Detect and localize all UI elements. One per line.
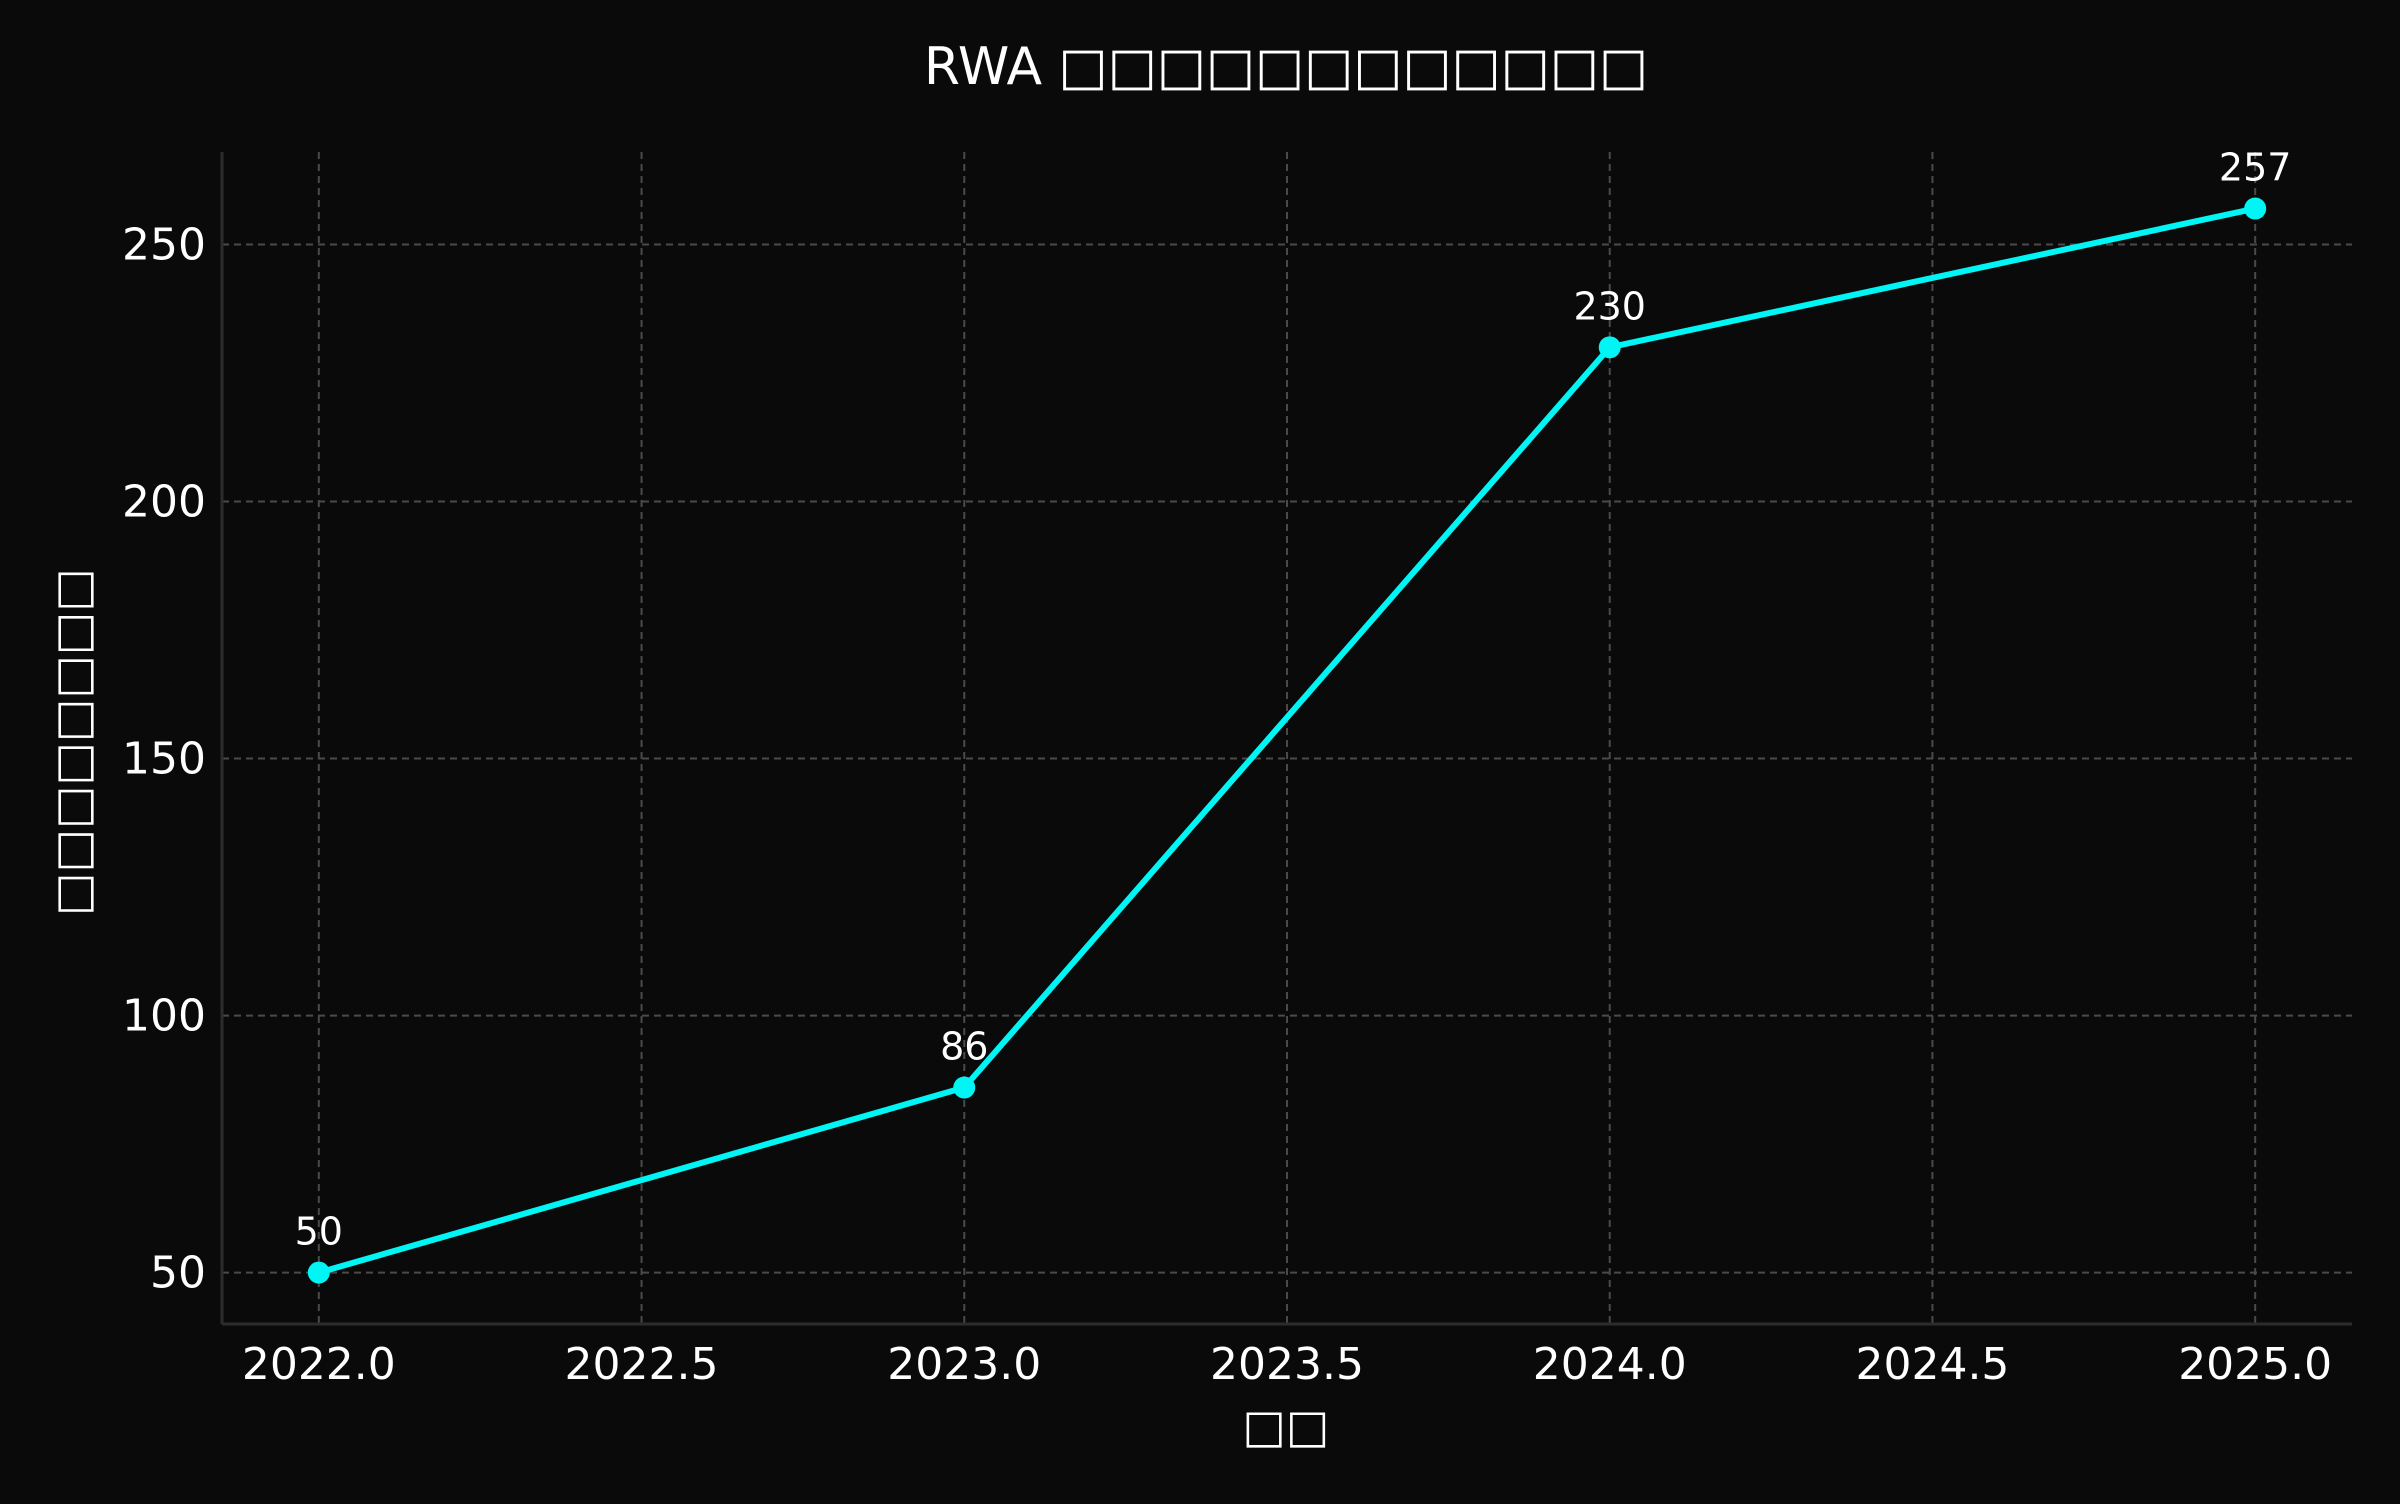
y-tick-label: 200 — [122, 477, 206, 528]
x-tick-label: 2023.5 — [1210, 1339, 1364, 1390]
x-tick-labels: 2022.0 2022.5 2023.0 2023.5 2024.0 2024.5 2025… — [242, 1339, 2332, 1390]
y-axis-label: □□□□□□□□ — [45, 568, 99, 916]
y-tick-labels: 50 100 150 200 250 — [122, 220, 206, 1299]
y-tick-label: 50 — [150, 1248, 206, 1299]
data-label: 50 — [295, 1210, 343, 1254]
x-axis-label: □□ — [1243, 1399, 1330, 1453]
x-tick-label: 2022.5 — [565, 1339, 719, 1390]
x-tick-label: 2024.5 — [1855, 1339, 2009, 1390]
x-tick-label: 2025.0 — [2178, 1339, 2332, 1390]
chart-title: RWA □□□□□□□□□□□□ — [924, 37, 1648, 97]
x-tick-label: 2022.0 — [242, 1339, 396, 1390]
data-point-marker — [1598, 336, 1621, 359]
series-markers — [307, 197, 2267, 1284]
series-line — [315, 205, 2259, 1276]
data-label: 230 — [1573, 284, 1646, 328]
data-point-marker — [2244, 197, 2267, 220]
data-label: 86 — [940, 1025, 988, 1069]
data-labels: 50 86 230 257 — [295, 146, 2292, 1254]
grid-lines — [222, 152, 2352, 1324]
data-label: 257 — [2219, 146, 2292, 190]
data-point-marker — [307, 1261, 330, 1284]
x-tick-label: 2024.0 — [1533, 1339, 1687, 1390]
axes — [220, 152, 2352, 1326]
data-point-marker — [953, 1076, 976, 1099]
y-tick-label: 100 — [122, 991, 206, 1042]
series-line-path — [315, 205, 2259, 1276]
y-tick-label: 250 — [122, 220, 206, 271]
y-tick-label: 150 — [122, 734, 206, 785]
x-tick-label: 2023.0 — [887, 1339, 1041, 1390]
